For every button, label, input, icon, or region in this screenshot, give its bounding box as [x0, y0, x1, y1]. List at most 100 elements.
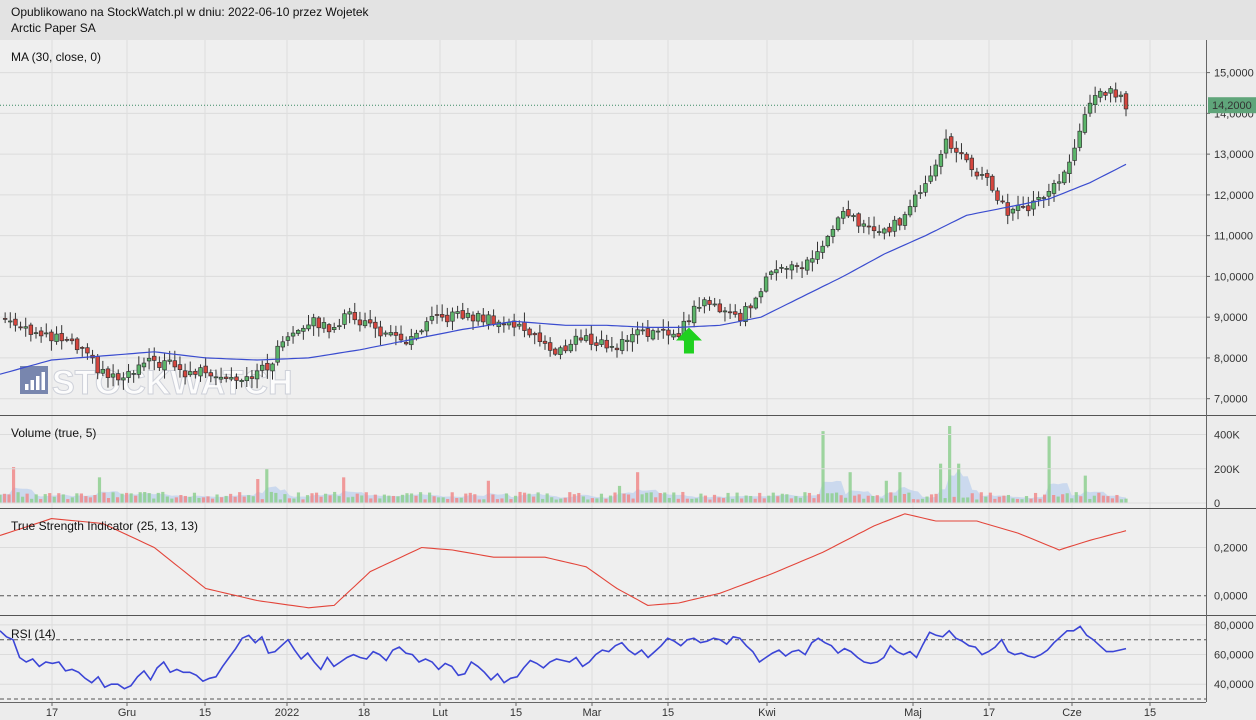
candle-up: [465, 312, 471, 318]
volume-bar: [830, 493, 834, 503]
candle-up: [774, 269, 779, 274]
volume-bar: [559, 498, 563, 503]
volume-bar: [952, 496, 956, 503]
volume-bar: [106, 498, 111, 503]
volume-bar: [1020, 499, 1024, 503]
volume-bar: [690, 498, 694, 503]
volume-bar: [265, 468, 269, 503]
volume-bar: [970, 493, 974, 503]
candle-down: [686, 320, 692, 323]
volume-bar: [495, 499, 500, 503]
candle-down: [352, 312, 357, 321]
volume-bar: [532, 496, 536, 503]
volume-bar: [518, 491, 522, 503]
volume-bar: [287, 498, 291, 503]
volume-bar: [1033, 492, 1038, 503]
candle-up: [455, 311, 460, 314]
volume-bar: [925, 496, 929, 503]
candle-up: [254, 370, 260, 380]
volume-bar: [902, 493, 907, 503]
volume-bar: [120, 493, 124, 503]
volume-bar: [595, 498, 599, 503]
volume-bar: [11, 467, 16, 503]
volume-bar: [708, 499, 712, 503]
volume-bar: [1043, 494, 1047, 503]
candle-up: [573, 335, 579, 345]
volume-bar: [522, 492, 527, 503]
volume-ma-area: [0, 469, 1126, 503]
volume-bar: [115, 497, 120, 503]
volume-bar: [1038, 498, 1042, 503]
candle-up: [260, 364, 265, 371]
volume-bar: [821, 431, 825, 503]
candle-down: [1123, 93, 1129, 110]
candle-up: [830, 229, 836, 237]
candle-down: [645, 328, 651, 337]
candle-down: [794, 265, 800, 267]
volume-bar: [590, 498, 594, 503]
candle-up: [1046, 191, 1052, 197]
volume-bar: [192, 492, 197, 503]
volume-bar: [1083, 475, 1087, 503]
candle-down: [157, 361, 162, 368]
candle-up: [1077, 130, 1082, 148]
candle-up: [789, 264, 795, 271]
volume-bar: [740, 498, 744, 503]
candle-up: [146, 357, 152, 362]
candle-up: [321, 322, 327, 329]
candle-down: [116, 373, 121, 381]
volume-bar: [726, 492, 730, 503]
volume-bar: [948, 426, 952, 503]
volume-bar: [640, 494, 644, 503]
volume-bar: [48, 493, 52, 503]
candle-up: [23, 326, 28, 329]
price-tick-label: 13,0000: [1214, 149, 1254, 161]
candle-down: [460, 310, 465, 319]
watermark-logo-bar: [25, 384, 29, 390]
instrument-name: Arctic Paper SA: [11, 21, 96, 35]
volume-bar: [1124, 498, 1128, 503]
price-panel-bg: [0, 40, 1206, 415]
volume-bar: [111, 492, 115, 503]
rsi-panel-bg: [0, 616, 1206, 702]
candle-down: [203, 365, 208, 374]
candle-down: [948, 136, 954, 149]
candle-down: [990, 175, 995, 191]
candle-up: [1087, 102, 1093, 114]
volume-bar: [328, 495, 332, 503]
volume-bar: [459, 497, 463, 503]
candle-down: [208, 372, 214, 377]
candle-down: [537, 332, 543, 342]
volume-bar: [1070, 498, 1074, 503]
candle-down: [594, 342, 599, 346]
candle-up: [110, 373, 116, 378]
volume-bar: [57, 493, 61, 503]
candle-down: [676, 333, 681, 338]
candle-up: [198, 367, 203, 377]
tsi-panel-bg: [0, 509, 1206, 615]
candle-up: [131, 373, 136, 375]
candle-up: [383, 332, 388, 335]
volume-bar: [165, 496, 169, 503]
candle-up: [1067, 161, 1072, 174]
candle-down: [866, 225, 872, 228]
volume-bar: [373, 494, 377, 503]
vol-panel-bg: [0, 416, 1206, 508]
volume-bar: [97, 477, 102, 503]
candle-down: [378, 326, 383, 337]
rsi-tick-label: 40,0000: [1214, 679, 1254, 691]
candle-up: [763, 276, 769, 292]
x-tick-label: 18: [358, 707, 370, 719]
candle-up: [810, 258, 815, 263]
watermark-logo-bar: [41, 372, 45, 390]
volume-bar: [197, 497, 201, 503]
candle-up: [912, 194, 918, 208]
volume-bar: [229, 493, 233, 503]
volume-bar: [1119, 499, 1124, 503]
candle-up: [769, 271, 774, 275]
volume-bar: [672, 492, 676, 503]
candle-down: [69, 338, 75, 342]
candle-up: [882, 228, 887, 234]
candle-down: [661, 328, 666, 331]
